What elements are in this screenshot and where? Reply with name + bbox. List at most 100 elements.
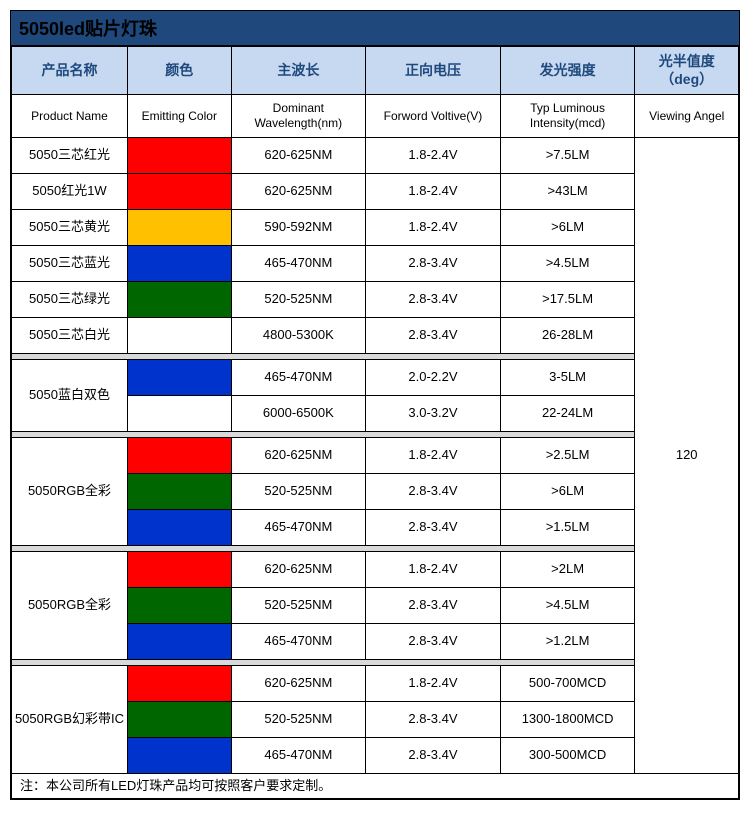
color-swatch: [128, 318, 231, 353]
cell: 5050三芯黄光: [12, 210, 128, 246]
cell: >17.5LM: [500, 282, 635, 318]
cell: >43LM: [500, 174, 635, 210]
footnote: 注：本公司所有LED灯珠产品均可按照客户要求定制。: [12, 774, 739, 799]
col-lum-en: Typ Luminous Intensity(mcd): [500, 95, 635, 138]
table-row: 5050三芯蓝光465-470NM2.8-3.4V>4.5LM: [12, 246, 739, 282]
color-swatch-cell: [127, 552, 231, 588]
cell: 1.8-2.4V: [366, 174, 501, 210]
color-swatch-cell: [127, 246, 231, 282]
cell: 1.8-2.4V: [366, 210, 501, 246]
spec-table: 产品名称 颜色 主波长 正向电压 发光强度 光半值度（deg） Product …: [11, 46, 739, 799]
spec-table-container: 5050led贴片灯珠 产品名称 颜色 主波长 正向电压 发光强度 光半值度（d…: [10, 10, 740, 800]
table-row: 5050三芯绿光 520-525NM2.8-3.4V>17.5LM: [12, 282, 739, 318]
cell: 1.8-2.4V: [366, 552, 501, 588]
table-row: 5050红光1W620-625NM1.8-2.4V>43LM: [12, 174, 739, 210]
col-color-cn: 颜色: [127, 47, 231, 95]
cell: 3-5LM: [500, 360, 635, 396]
table-row: 5050RGB全彩620-625NM1.8-2.4V>2.5LM: [12, 438, 739, 474]
color-swatch: [128, 738, 231, 773]
col-name-en: Product Name: [12, 95, 128, 138]
cell: >1.2LM: [500, 624, 635, 660]
header-row-en: Product Name Emitting Color Dominant Wav…: [12, 95, 739, 138]
cell: 2.8-3.4V: [366, 510, 501, 546]
table-row: 5050RGB幻彩带IC620-625NM1.8-2.4V500-700MCD: [12, 666, 739, 702]
cell: 465-470NM: [231, 360, 366, 396]
color-swatch-cell: [127, 738, 231, 774]
cell: 5050三芯白光: [12, 318, 128, 354]
cell: 26-28LM: [500, 318, 635, 354]
cell: 2.8-3.4V: [366, 282, 501, 318]
cell: 1.8-2.4V: [366, 138, 501, 174]
color-swatch: [128, 246, 231, 281]
cell: 465-470NM: [231, 738, 366, 774]
cell: 465-470NM: [231, 624, 366, 660]
cell: 22-24LM: [500, 396, 635, 432]
cell: 5050三芯绿光: [12, 282, 128, 318]
cell: 620-625NM: [231, 438, 366, 474]
color-swatch-cell: [127, 210, 231, 246]
cell: 520-525NM: [231, 474, 366, 510]
cell: 2.8-3.4V: [366, 318, 501, 354]
col-volt-en: Forword Voltive(V): [366, 95, 501, 138]
table-row: 5050RGB全彩620-625NM1.8-2.4V>2LM: [12, 552, 739, 588]
cell: 520-525NM: [231, 588, 366, 624]
cell: 620-625NM: [231, 552, 366, 588]
color-swatch-cell: [127, 138, 231, 174]
cell: >2.5LM: [500, 438, 635, 474]
cell: 620-625NM: [231, 666, 366, 702]
cell: 520-525NM: [231, 282, 366, 318]
color-swatch-cell: [127, 360, 231, 396]
cell: 1300-1800MCD: [500, 702, 635, 738]
cell: 6000-6500K: [231, 396, 366, 432]
product-name-cell: 5050RGB全彩: [12, 552, 128, 660]
col-wave-en: Dominant Wavelength(nm): [231, 95, 366, 138]
viewing-angle-cell: 120: [635, 138, 739, 774]
color-swatch: [128, 282, 231, 317]
col-angle-en: Viewing Angel: [635, 95, 739, 138]
color-swatch-cell: [127, 174, 231, 210]
color-swatch: [128, 702, 231, 737]
cell: 2.8-3.4V: [366, 624, 501, 660]
product-name-cell: 5050RGB幻彩带IC: [12, 666, 128, 774]
color-swatch-cell: [127, 666, 231, 702]
color-swatch: [128, 666, 231, 701]
cell: >7.5LM: [500, 138, 635, 174]
col-lum-cn: 发光强度: [500, 47, 635, 95]
color-swatch: [128, 624, 231, 659]
color-swatch: [128, 174, 231, 209]
cell: 620-625NM: [231, 138, 366, 174]
cell: 5050红光1W: [12, 174, 128, 210]
color-swatch-cell: [127, 318, 231, 354]
cell: 590-592NM: [231, 210, 366, 246]
cell: 3.0-3.2V: [366, 396, 501, 432]
color-swatch-cell: [127, 396, 231, 432]
cell: 5050三芯蓝光: [12, 246, 128, 282]
color-swatch-cell: [127, 702, 231, 738]
header-row-cn: 产品名称 颜色 主波长 正向电压 发光强度 光半值度（deg）: [12, 47, 739, 95]
cell: 2.8-3.4V: [366, 702, 501, 738]
color-swatch-cell: [127, 282, 231, 318]
color-swatch: [128, 552, 231, 587]
cell: 2.8-3.4V: [366, 738, 501, 774]
col-angle-cn: 光半值度（deg）: [635, 47, 739, 95]
col-name-cn: 产品名称: [12, 47, 128, 95]
color-swatch: [128, 474, 231, 509]
col-color-en: Emitting Color: [127, 95, 231, 138]
product-name-cell: 5050RGB全彩: [12, 438, 128, 546]
color-swatch: [128, 396, 231, 431]
cell: >2LM: [500, 552, 635, 588]
table-row: 5050三芯黄光 590-592NM1.8-2.4V>6LM: [12, 210, 739, 246]
table-row: 5050三芯红光620-625NM1.8-2.4V>7.5LM120: [12, 138, 739, 174]
cell: 2.8-3.4V: [366, 588, 501, 624]
cell: >4.5LM: [500, 246, 635, 282]
cell: 500-700MCD: [500, 666, 635, 702]
cell: 1.8-2.4V: [366, 438, 501, 474]
color-swatch-cell: [127, 624, 231, 660]
color-swatch-cell: [127, 588, 231, 624]
color-swatch-cell: [127, 438, 231, 474]
spec-table-body: 5050三芯红光620-625NM1.8-2.4V>7.5LM1205050红光…: [12, 138, 739, 799]
cell: 2.8-3.4V: [366, 246, 501, 282]
cell: 300-500MCD: [500, 738, 635, 774]
col-volt-cn: 正向电压: [366, 47, 501, 95]
cell: >6LM: [500, 210, 635, 246]
